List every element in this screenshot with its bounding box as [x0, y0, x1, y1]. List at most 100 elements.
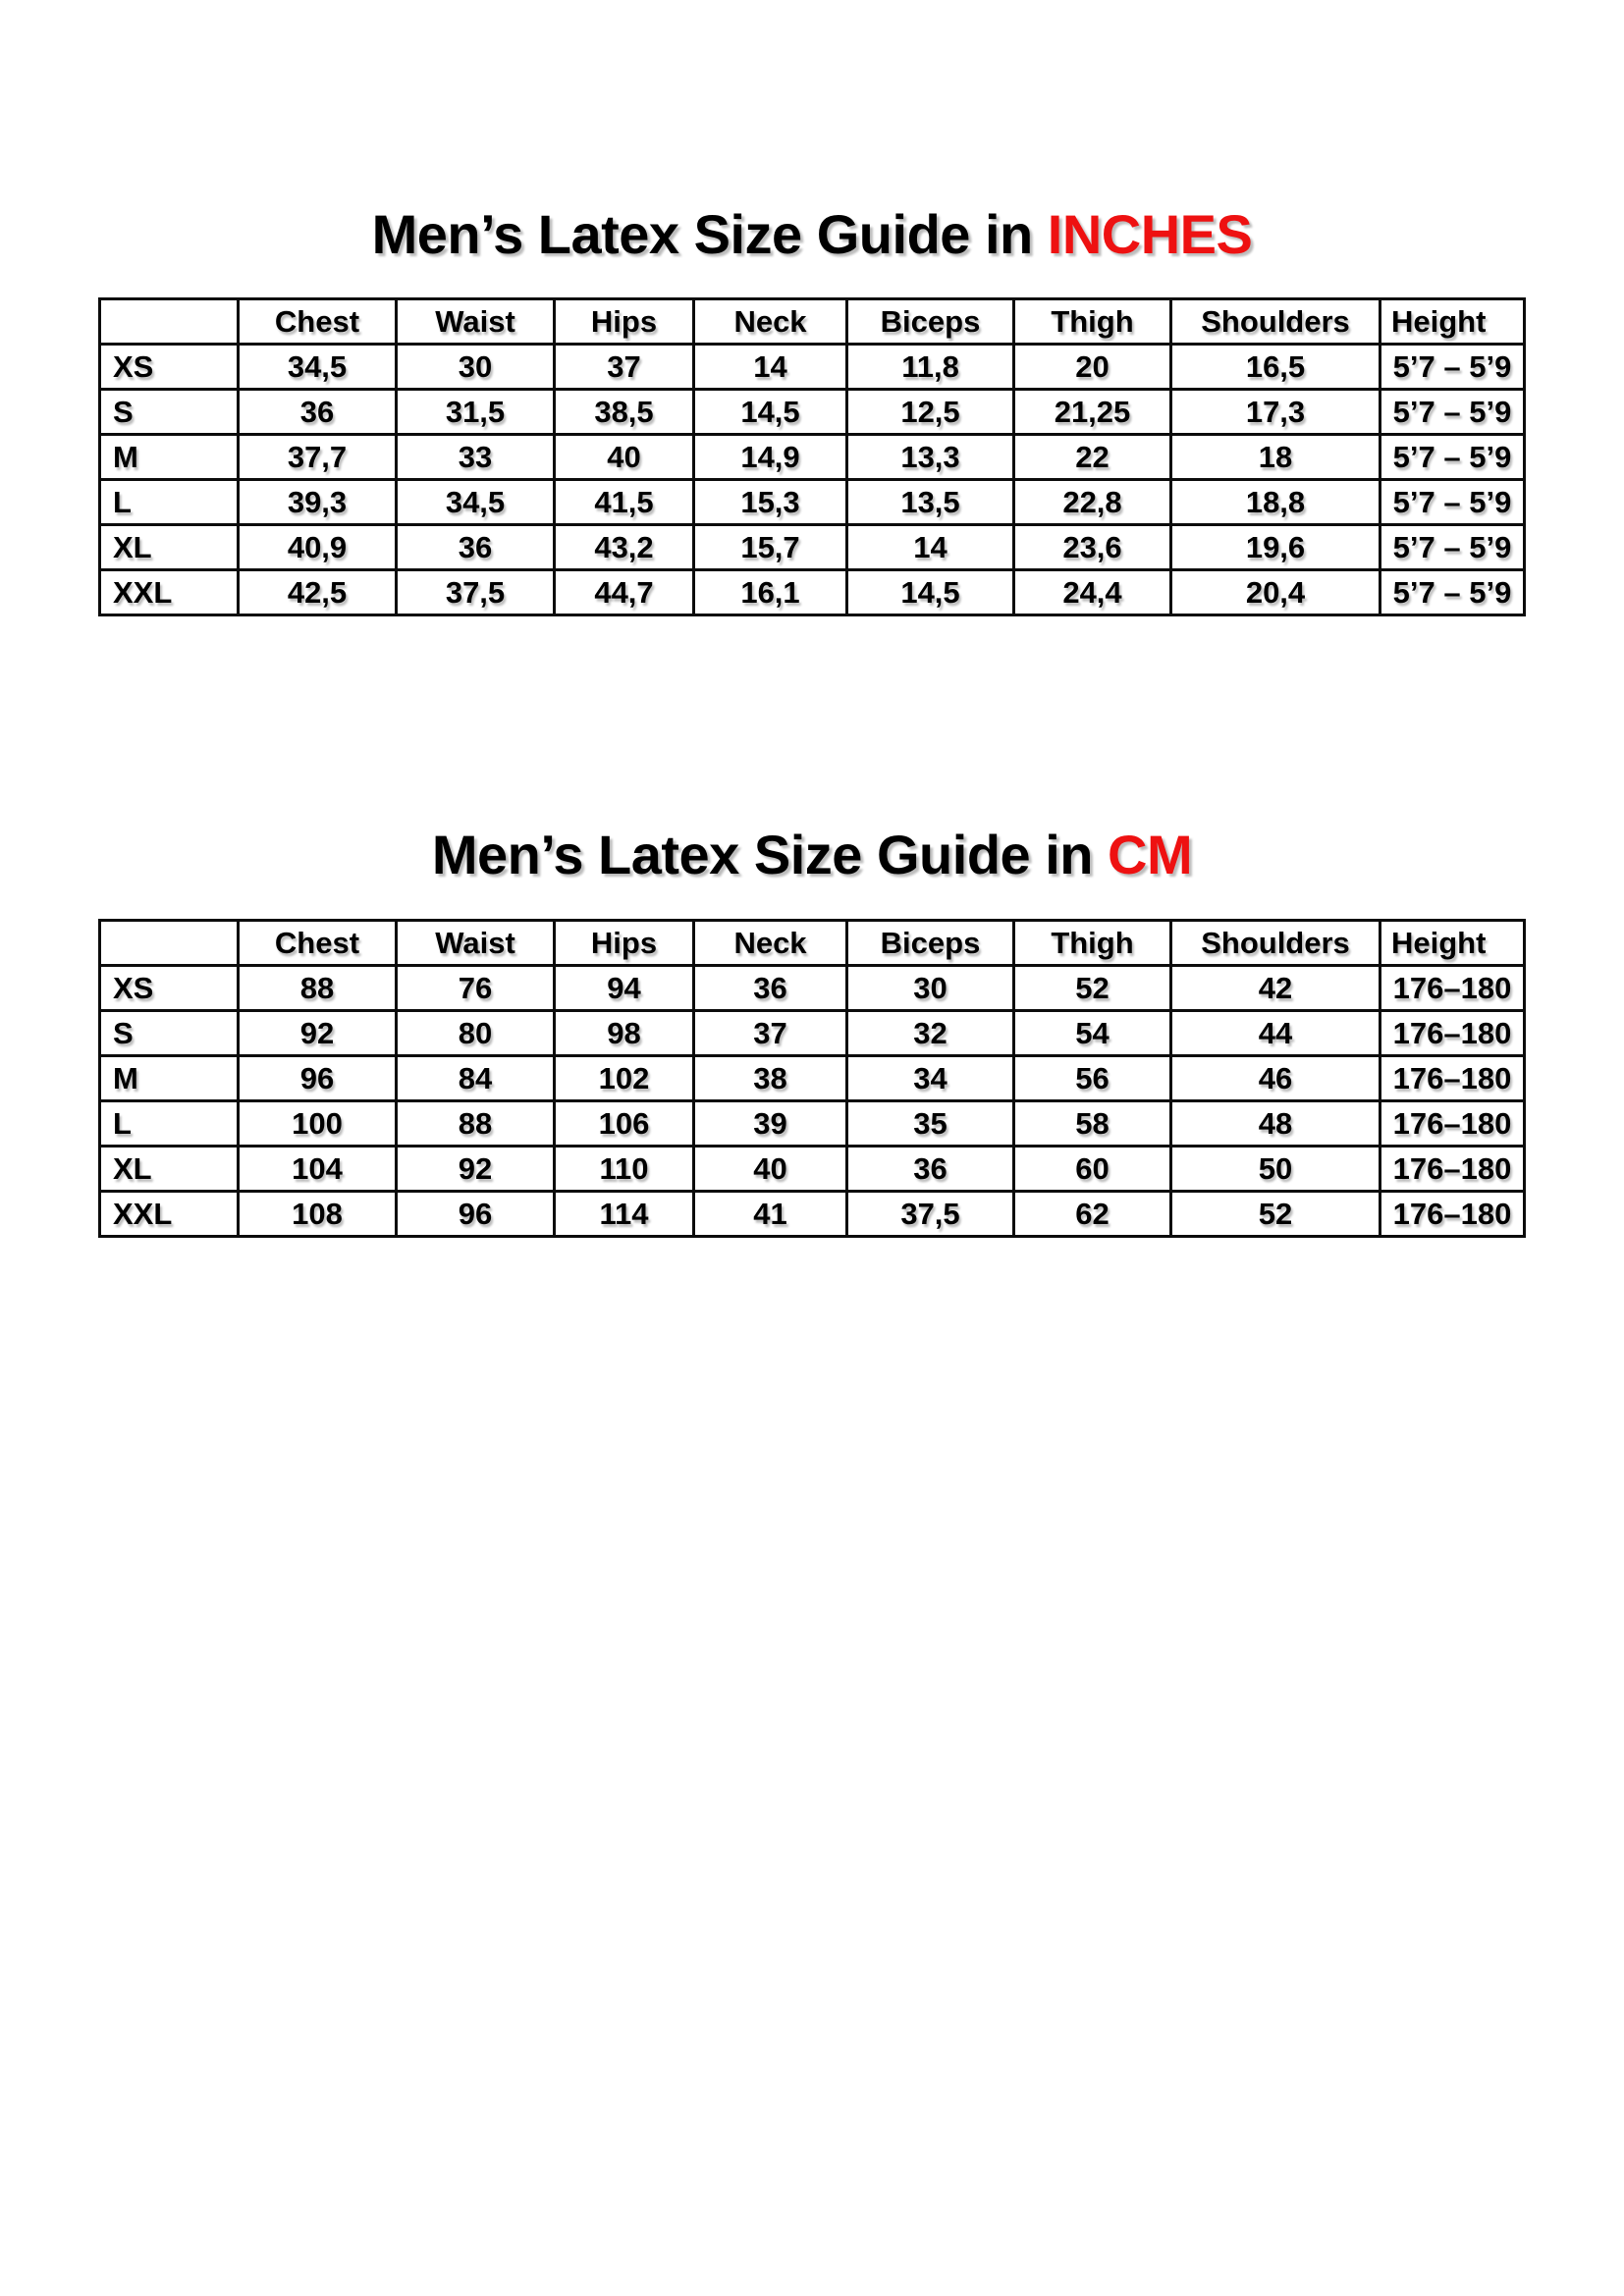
size-value: 84: [395, 1054, 556, 1102]
size-value: 5’7 – 5’9: [1379, 568, 1526, 616]
column-header-chest: Chest: [237, 919, 398, 967]
size-value: 36: [237, 388, 398, 436]
size-value: 14,5: [692, 388, 848, 436]
size-value: 43,2: [553, 523, 695, 571]
size-value: 5’7 – 5’9: [1379, 433, 1526, 481]
size-value: 34: [845, 1054, 1015, 1102]
table-row-xxl: XXL 42,5 37,5 44,7 16,1 14,5 24,4 20,4 5’7 – 5’9: [98, 568, 1526, 616]
size-value: 50: [1169, 1145, 1381, 1193]
size-value: 176–180: [1379, 1145, 1526, 1193]
size-value: 94: [553, 964, 695, 1012]
size-value: 30: [845, 964, 1015, 1012]
header-row: Chest Waist Hips Neck Biceps Thigh Shoulders He…: [98, 297, 1526, 346]
size-value: 56: [1012, 1054, 1172, 1102]
size-value: 5’7 – 5’9: [1379, 388, 1526, 436]
table-row-xs: XS 88 76 94 36 30 52 42 176–180: [98, 964, 1526, 1012]
size-value: 39: [692, 1099, 848, 1148]
size-value: 106: [553, 1099, 695, 1148]
size-value: 16,5: [1169, 343, 1381, 391]
size-value: 20,4: [1169, 568, 1381, 616]
row-label: XS: [98, 343, 240, 391]
size-value: 176–180: [1379, 1054, 1526, 1102]
table-row-xl: XL 104 92 110 40 36 60 50 176–180: [98, 1145, 1526, 1193]
column-header-biceps: Biceps: [845, 297, 1015, 346]
row-label: XXL: [98, 568, 240, 616]
column-header-neck: Neck: [692, 297, 848, 346]
size-value: 12,5: [845, 388, 1015, 436]
column-header-chest: Chest: [237, 297, 398, 346]
size-value: 42,5: [237, 568, 398, 616]
size-value: 37: [692, 1009, 848, 1057]
column-header-shoulders: Shoulders: [1169, 297, 1381, 346]
size-value: 38: [692, 1054, 848, 1102]
table-row-m: M 96 84 102 38 34 56 46 176–180: [98, 1054, 1526, 1102]
row-label: XL: [98, 523, 240, 571]
title-text: Men’s Latex Size Guide in: [431, 824, 1109, 885]
size-value: 22: [1012, 433, 1172, 481]
size-value: 37,5: [395, 568, 556, 616]
column-header-biceps: Biceps: [845, 919, 1015, 967]
size-value: 88: [237, 964, 398, 1012]
size-value: 44,7: [553, 568, 695, 616]
size-value: 176–180: [1379, 1099, 1526, 1148]
size-value: 41,5: [553, 478, 695, 526]
inches-table-header: Chest Waist Hips Neck Biceps Thigh Shoulders He…: [98, 297, 1526, 346]
size-value: 92: [395, 1145, 556, 1193]
size-value: 88: [395, 1099, 556, 1148]
size-value: 58: [1012, 1099, 1172, 1148]
size-value: 14: [692, 343, 848, 391]
size-value: 20: [1012, 343, 1172, 391]
table-row-xl: XL 40,9 36 43,2 15,7 14 23,6 19,6 5’7 – 5’9: [98, 523, 1526, 571]
column-header-shoulders: Shoulders: [1169, 919, 1381, 967]
cm-table-body: XS 88 76 94 36 30 52 42 176–180 S 92 80 98 37 32 54 44 17…: [98, 964, 1526, 1238]
table-row-s: S 92 80 98 37 32 54 44 176–180: [98, 1009, 1526, 1057]
table-row-l: L 100 88 106 39 35 58 48 176–180: [98, 1099, 1526, 1148]
column-header-hips: Hips: [553, 297, 695, 346]
size-value: 96: [237, 1054, 398, 1102]
size-value: 40: [692, 1145, 848, 1193]
size-value: 11,8: [845, 343, 1015, 391]
table-row-m: M 37,7 33 40 14,9 13,3 22 18 5’7 – 5’9: [98, 433, 1526, 481]
table-row-xs: XS 34,5 30 37 14 11,8 20 16,5 5’7 – 5’9: [98, 343, 1526, 391]
size-value: 5’7 – 5’9: [1379, 343, 1526, 391]
size-value: 23,6: [1012, 523, 1172, 571]
row-label: XXL: [98, 1190, 240, 1238]
size-value: 54: [1012, 1009, 1172, 1057]
size-value: 52: [1169, 1190, 1381, 1238]
title-text: Men’s Latex Size Guide in: [371, 203, 1048, 265]
column-header-thigh: Thigh: [1012, 919, 1172, 967]
size-value: 21,25: [1012, 388, 1172, 436]
size-value: 18: [1169, 433, 1381, 481]
inches-size-table: Chest Waist Hips Neck Biceps Thigh Shoulders He…: [98, 297, 1526, 616]
size-value: 18,8: [1169, 478, 1381, 526]
size-value: 41: [692, 1190, 848, 1238]
size-value: 17,3: [1169, 388, 1381, 436]
row-label: L: [98, 478, 240, 526]
size-value: 5’7 – 5’9: [1379, 478, 1526, 526]
column-header-waist: Waist: [395, 297, 556, 346]
inches-table-body: XS 34,5 30 37 14 11,8 20 16,5 5’7 – 5’9 S 36 31,5 38…: [98, 343, 1526, 616]
size-value: 15,3: [692, 478, 848, 526]
row-label: S: [98, 388, 240, 436]
table-row-l: L 39,3 34,5 41,5 15,3 13,5 22,8 18,8 5’7 – 5’9: [98, 478, 1526, 526]
size-value: 13,3: [845, 433, 1015, 481]
size-value: 96: [395, 1190, 556, 1238]
size-value: 60: [1012, 1145, 1172, 1193]
column-header-height: Height: [1379, 297, 1526, 346]
size-value: 48: [1169, 1099, 1381, 1148]
size-value: 40: [553, 433, 695, 481]
size-value: 15,7: [692, 523, 848, 571]
table-row-xxl: XXL 108 96 114 41 37,5 62 52 176–180: [98, 1190, 1526, 1238]
row-label: XL: [98, 1145, 240, 1193]
title-unit-inches: INCHES: [1047, 203, 1253, 265]
size-value: 92: [237, 1009, 398, 1057]
cm-guide-title: Men’s Latex Size Guide in CM: [0, 821, 1624, 889]
size-value: 19,6: [1169, 523, 1381, 571]
size-value: 104: [237, 1145, 398, 1193]
size-value: 102: [553, 1054, 695, 1102]
size-value: 39,3: [237, 478, 398, 526]
size-value: 30: [395, 343, 556, 391]
size-value: 37,7: [237, 433, 398, 481]
size-value: 110: [553, 1145, 695, 1193]
